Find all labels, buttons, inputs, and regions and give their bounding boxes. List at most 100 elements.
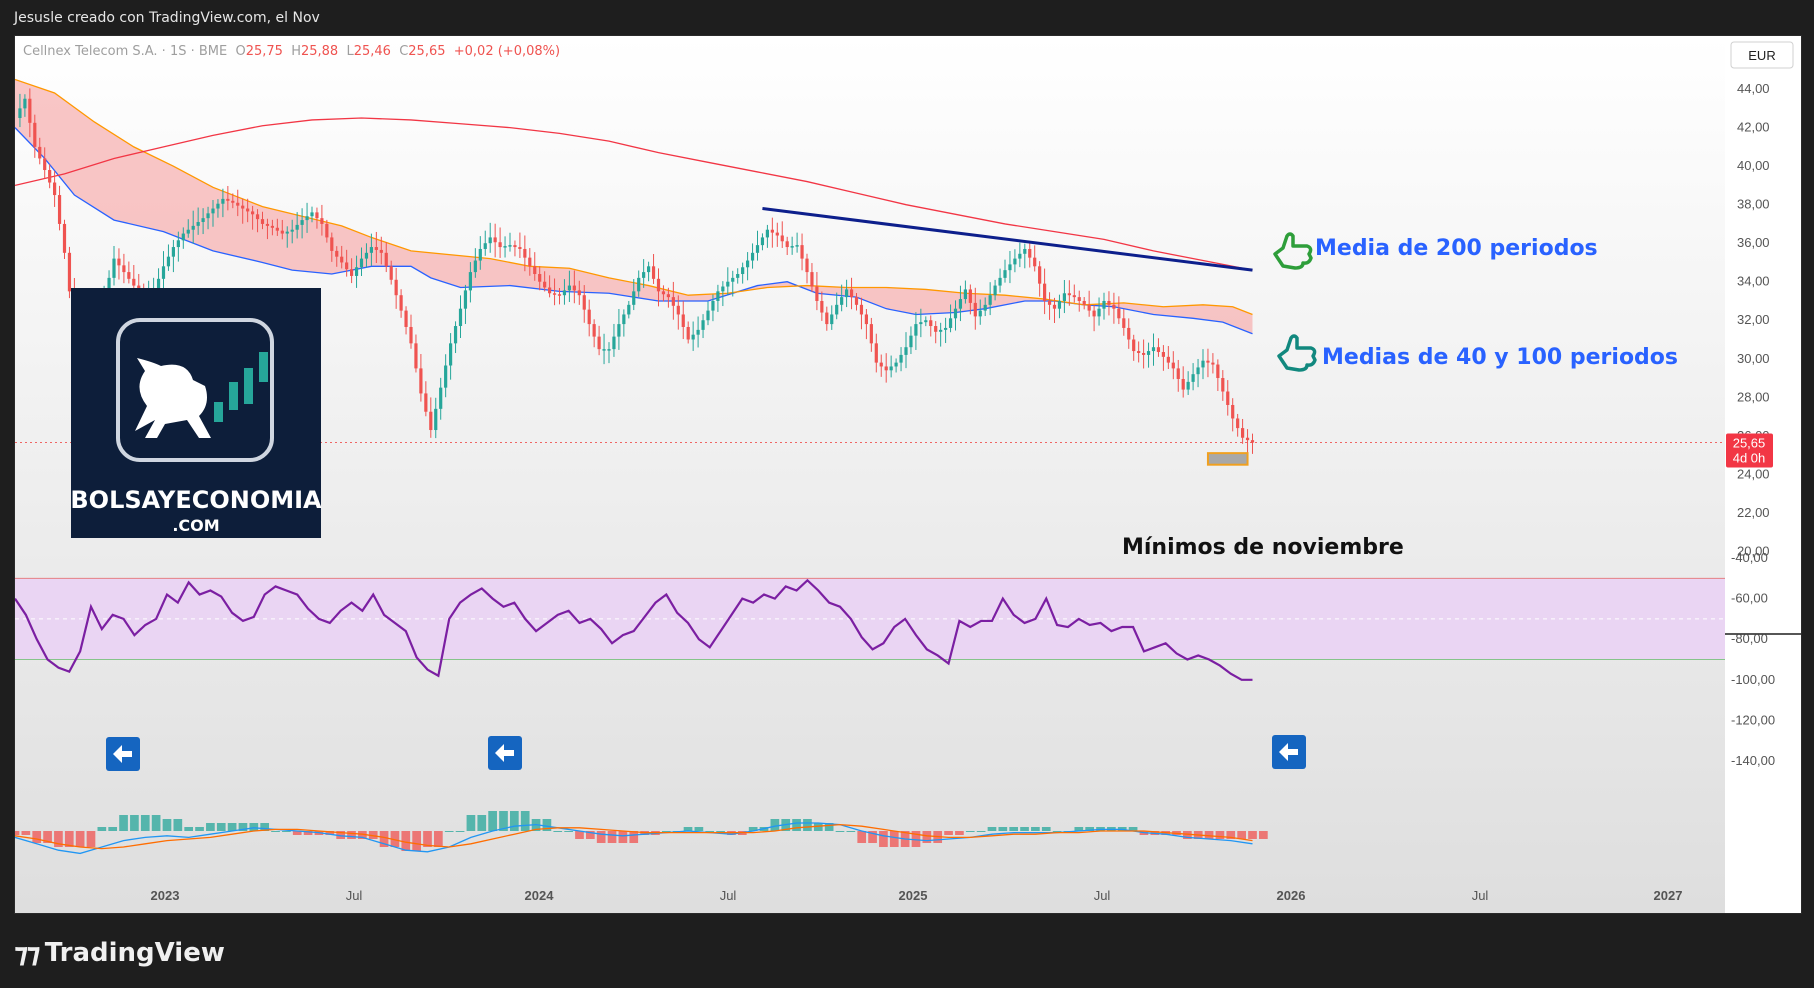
candle	[567, 270, 571, 302]
candle	[1132, 334, 1136, 361]
candle	[478, 236, 482, 270]
macd-histogram-bar	[260, 823, 270, 831]
time-tick-label: 2025	[899, 888, 928, 903]
macd-histogram-bar	[54, 831, 63, 847]
candle	[1057, 294, 1062, 319]
macd-histogram-bar	[1085, 827, 1095, 831]
candle-body	[305, 216, 309, 221]
candle-body	[607, 349, 611, 351]
currency-button[interactable]: EUR	[1730, 41, 1794, 69]
candle-body	[894, 362, 898, 367]
candle-body	[830, 314, 834, 325]
rsi-line	[15, 578, 1253, 681]
candle	[1146, 342, 1151, 368]
candle-body	[508, 245, 512, 247]
candle-body	[513, 245, 517, 248]
candle-body	[493, 237, 497, 243]
candle	[369, 233, 373, 266]
candle-body	[1166, 356, 1170, 363]
candle-body	[800, 245, 804, 259]
candle-body	[1087, 304, 1091, 311]
candle-body	[206, 213, 210, 219]
candle-body	[998, 277, 1002, 286]
candle-body	[820, 300, 824, 313]
time-tick-label: Jul	[720, 888, 737, 903]
candle-body	[419, 368, 423, 394]
candle	[335, 246, 339, 267]
candle	[364, 243, 369, 268]
macd-histogram-bar	[976, 831, 986, 832]
candle	[354, 255, 359, 288]
candle-body	[1137, 351, 1141, 353]
candle	[23, 94, 27, 117]
candle	[463, 284, 468, 324]
candle-body	[28, 98, 32, 123]
candle-body	[572, 285, 576, 291]
price-chart[interactable]: 44,00 42,00 40,00 38,00 36,00 34,00 32,00 30,00…	[15, 36, 1801, 913]
candle	[612, 323, 616, 357]
bull-shape	[135, 358, 211, 438]
time-tick-label: Jul	[346, 888, 363, 903]
candle-body	[112, 258, 116, 278]
candle-body	[661, 291, 666, 295]
candle-body	[523, 248, 527, 258]
candle	[488, 222, 492, 253]
candle	[919, 308, 923, 338]
candle	[320, 204, 324, 236]
rsi-tick-label: -80,00	[1731, 631, 1768, 646]
candle-body	[874, 343, 878, 363]
chart-caption: Jesusle creado con TradingView.com, el N…	[14, 10, 320, 26]
candle-body	[1206, 360, 1210, 363]
candle-body	[538, 274, 542, 282]
candle-body	[1077, 297, 1081, 301]
candle	[651, 254, 656, 284]
macd-indicator	[15, 811, 1268, 855]
candle-body	[929, 320, 933, 327]
candle-body	[770, 229, 774, 233]
header-c_label: C	[399, 44, 408, 59]
price-tick-label: 42,00	[1737, 120, 1770, 135]
candle-body	[236, 202, 240, 206]
candle-body	[1186, 381, 1190, 390]
candle-body	[963, 289, 967, 300]
candle	[671, 281, 675, 320]
macd-histogram-bar	[162, 819, 172, 831]
candle	[1201, 349, 1205, 380]
candle	[206, 206, 210, 230]
candle-body	[815, 286, 819, 301]
candle-body	[1082, 300, 1086, 305]
macd-histogram-bar	[379, 831, 389, 847]
candle	[676, 295, 680, 330]
macd-histogram-bar	[15, 831, 20, 835]
candle	[647, 261, 651, 282]
candle-body	[825, 312, 829, 325]
candle-body	[33, 122, 37, 147]
candle-body	[251, 211, 255, 215]
candle	[944, 317, 948, 344]
macd-histogram-bar	[488, 811, 497, 831]
candle	[1186, 371, 1190, 395]
candle	[255, 209, 260, 233]
candle	[666, 287, 670, 308]
candle-body	[835, 304, 839, 315]
candle	[835, 292, 839, 320]
candle-body	[1176, 368, 1180, 379]
candle	[746, 252, 750, 281]
candle-body	[944, 327, 948, 330]
candle-body	[597, 336, 601, 350]
candle	[424, 381, 428, 417]
candle	[1082, 297, 1086, 310]
chart-header: Cellnex Telecom S.A. · 1S · BME O25,75 H…	[23, 44, 560, 59]
candle-body	[1231, 404, 1235, 419]
candle	[67, 246, 72, 299]
candle-body	[424, 393, 428, 412]
candle-body	[582, 295, 586, 310]
price-axis-background	[1725, 36, 1801, 913]
candle	[1151, 333, 1156, 366]
macd-histogram-bar	[195, 827, 204, 831]
header-spacer	[338, 44, 346, 59]
candle-body	[924, 320, 928, 323]
tradingview-brand[interactable]: ⁊⁊ TradingView	[14, 936, 225, 969]
candle-body	[48, 170, 52, 183]
candle	[627, 300, 631, 319]
